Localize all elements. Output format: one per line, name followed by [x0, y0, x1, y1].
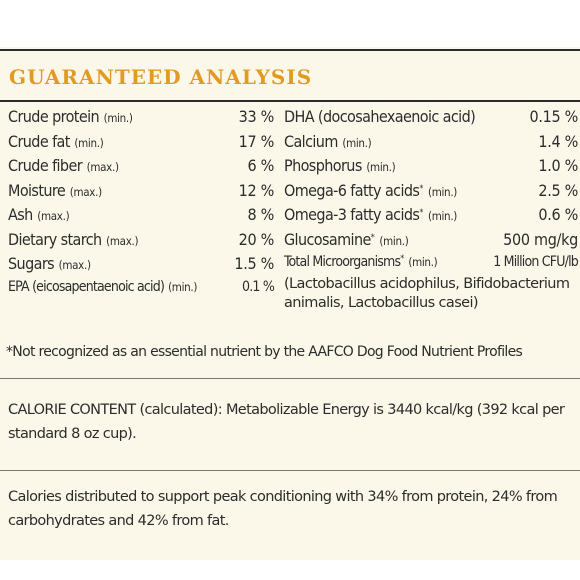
nutrient-qualifier: (min.) [168, 279, 198, 294]
nutrient-name: Crude protein [8, 107, 100, 126]
nutrient-qualifier: (min.) [366, 160, 396, 174]
nutrient-value: 20 % [238, 229, 275, 249]
nutrient-qualifier: (max.) [58, 258, 91, 272]
nutrient-name: Ash [8, 205, 33, 224]
nutrient-value: 0.6 % [538, 205, 578, 224]
asterisk-mark: * [419, 208, 424, 218]
title-divider [0, 100, 580, 102]
nutrient-qualifier: (min.) [74, 135, 104, 150]
nutrient-row: Glucosamine* (min.) 500 mg/kg [284, 230, 578, 255]
nutrient-name: Glucosamine [284, 229, 371, 249]
nutrient-qualifier: (min.) [342, 135, 372, 150]
nutrient-qualifier: (max.) [106, 233, 139, 248]
nutrient-name: Dietary starch [8, 229, 102, 249]
nutrient-value: 6 % [247, 156, 274, 175]
nutrient-label: Crude fiber (max.) [8, 156, 119, 175]
nutrient-qualifier: (max.) [37, 209, 70, 223]
nutrient-label: Phosphorus (min.) [284, 156, 396, 175]
nutrient-column-left: Crude protein (min.) 33 % Crude fat (min… [8, 107, 275, 304]
nutrient-row: Omega-6 fatty acids* (min.) 2.5 % [284, 181, 578, 206]
nutrient-qualifier: (max.) [86, 160, 119, 174]
nutrient-value: 1 Million CFU/lb [493, 254, 579, 270]
section-title: GUARANTEED ANALYSIS [9, 65, 313, 89]
nutrient-qualifier: (max.) [69, 184, 102, 199]
nutrient-qualifier: (min.) [408, 255, 438, 269]
nutrient-row: Crude fat (min.) 17 % [8, 132, 274, 157]
calorie-content: CALORIE CONTENT (calculated): Metaboliza… [8, 402, 565, 442]
nutrient-label: Omega-6 fatty acids* (min.) [284, 181, 457, 200]
nutrient-qualifier: (min.) [379, 233, 409, 248]
nutrient-row: DHA (docosahexaenoic acid) 0.15 % [284, 107, 578, 132]
nutrient-row: Sugars (max.) 1.5 % [8, 254, 274, 279]
nutrient-value: 17 % [238, 131, 275, 151]
nutrient-qualifier: (min.) [103, 111, 133, 125]
nutrient-label: Sugars (max.) [8, 254, 91, 273]
nutrient-label: Crude protein (min.) [8, 107, 133, 126]
nutrient-column-right: DHA (docosahexaenoic acid) 0.15 % Calciu… [284, 107, 579, 313]
guaranteed-analysis-panel: GUARANTEED ANALYSIS Crude protein (min.)… [0, 47, 580, 560]
nutrient-label: DHA (docosahexaenoic acid) [284, 107, 476, 126]
nutrient-value: 8 % [247, 205, 274, 224]
nutrient-label: EPA (eicosapentaenoic acid) (min.) [8, 279, 197, 295]
footnote: *Not recognized as an essential nutrient… [6, 344, 523, 360]
nutrient-row: Dietary starch (max.) 20 % [8, 230, 274, 255]
asterisk-mark: * [370, 232, 375, 243]
nutrient-value: 2.5 % [538, 180, 578, 200]
nutrient-label: Omega-3 fatty acids* (min.) [284, 205, 457, 224]
nutrient-name: Moisture [8, 180, 66, 200]
nutrient-row: Crude protein (min.) 33 % [8, 107, 274, 132]
nutrient-label: Total Microorganisms* (min.) [284, 254, 438, 270]
microorganisms-detail: (Lactobacillus acidophilus, Bifidobacter… [284, 275, 570, 311]
nutrient-row: Ash (max.) 8 % [8, 205, 274, 230]
footnote-divider [0, 378, 580, 379]
nutrient-label: Crude fat (min.) [8, 131, 104, 151]
top-divider [0, 49, 580, 51]
nutrient-name: Omega-6 fatty acids [284, 180, 420, 200]
nutrient-label: Moisture (max.) [8, 181, 102, 200]
nutrient-row: Crude fiber (max.) 6 % [8, 156, 274, 181]
nutrient-label: Glucosamine* (min.) [284, 229, 409, 249]
nutrient-label: Calcium (min.) [284, 131, 372, 151]
nutrient-name: Crude fiber [8, 156, 83, 175]
nutrient-value: 0.1 % [242, 278, 275, 295]
nutrient-name: EPA (eicosapentaenoic acid) [8, 278, 165, 295]
nutrient-row: EPA (eicosapentaenoic acid) (min.) 0.1 % [8, 278, 275, 304]
nutrient-row: Phosphorus (min.) 1.0 % [284, 156, 578, 181]
nutrient-value: 1.4 % [538, 131, 578, 151]
nutrient-row: Total Microorganisms* (min.) 1 Million C… [284, 254, 579, 279]
nutrient-qualifier: (min.) [427, 209, 458, 223]
nutrient-label: Dietary starch (max.) [8, 229, 139, 249]
asterisk-mark: * [419, 183, 424, 194]
nutrient-name: Phosphorus [284, 156, 362, 175]
nutrient-qualifier: (min.) [427, 184, 458, 199]
nutrient-name: Omega-3 fatty acids [284, 205, 420, 224]
nutrient-name: DHA (docosahexaenoic acid) [284, 107, 476, 126]
asterisk-mark: * [400, 254, 405, 264]
nutrient-name: Total Microorganisms [284, 254, 401, 270]
nutrient-name: Sugars [8, 254, 55, 273]
nutrient-name: Crude fat [8, 131, 70, 151]
nutrient-value: 1.0 % [538, 156, 578, 175]
nutrient-row: Omega-3 fatty acids* (min.) 0.6 % [284, 205, 578, 230]
nutrient-name: Calcium [284, 131, 338, 151]
calorie-distribution: Calories distributed to support peak con… [8, 489, 558, 529]
nutrient-row: Moisture (max.) 12 % [8, 181, 274, 206]
nutrient-value: 500 mg/kg [503, 229, 578, 249]
calorie-divider [0, 470, 580, 471]
nutrient-value: 33 % [238, 107, 275, 126]
nutrient-value: 1.5 % [234, 254, 274, 273]
nutrient-row: Calcium (min.) 1.4 % [284, 132, 578, 157]
nutrient-value: 12 % [238, 180, 275, 200]
nutrient-value: 0.15 % [529, 107, 579, 126]
nutrient-label: Ash (max.) [8, 205, 70, 224]
